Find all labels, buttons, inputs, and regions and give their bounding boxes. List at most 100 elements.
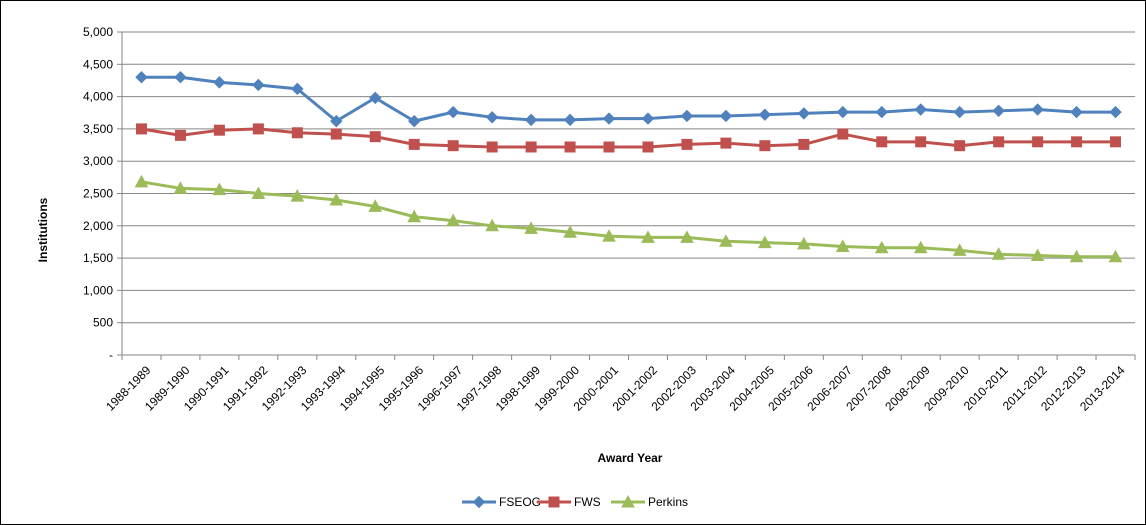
legend-label-perkins: Perkins [648,495,688,509]
perkins-point [329,192,344,206]
fseog-point [641,112,655,125]
perkins-point [134,174,149,188]
fws-point [447,140,459,152]
gridlines [122,31,1135,324]
fws-point [681,138,693,150]
fws-point [252,123,264,135]
legend-label-fseog: FSEOG [499,495,541,509]
perkins-point [758,235,772,249]
fseog-point [680,109,694,123]
perkins-point [913,240,928,254]
y-tick-label: 5,000 [83,25,113,39]
fws-point [1110,136,1122,148]
y-tick-label: - [109,348,113,362]
fws-point [408,138,420,150]
fseog-point [953,105,966,119]
fws-point [603,141,615,153]
fws-point [876,136,888,148]
perkins-point [602,229,616,242]
perkins-point [563,225,577,238]
perkins-point [524,221,538,234]
series-lines [134,71,1123,263]
fseog-point [174,71,187,84]
y-tick-label: 2,500 [83,187,113,201]
x-axis-title: Award Year [598,451,663,465]
fseog-point [1109,105,1122,119]
fseog-point [563,113,577,127]
fseog-line [141,75,1116,123]
fws-point [369,131,381,143]
y-tick-label: 4,000 [83,90,113,104]
fseog-point [213,76,226,89]
fseog-point [252,78,265,92]
perkins-point [796,236,811,250]
y-tick-label: 3,500 [83,122,113,136]
y-axis-title: Institutions [36,197,50,262]
perkins-point [368,199,383,212]
fseog-point [485,111,499,124]
perkins-point [407,209,422,223]
fws-point [213,124,225,136]
legend-marker-fws [548,496,560,508]
y-tick-label: 1,500 [83,251,113,265]
fws-point [720,137,732,149]
perkins-point [1069,249,1084,263]
perkins-point [991,247,1006,260]
y-tick-label: 3,000 [83,154,113,168]
perkins-point [1030,248,1045,262]
perkins-point [290,189,305,202]
perkins-point [212,182,227,196]
fseog-point [291,82,304,96]
fws-point [1032,136,1044,148]
y-tick-label: 1,000 [83,283,113,297]
legend-label-fws: FWS [574,495,601,509]
y-tick-labels: - 500 1,000 1,500 2,000 2,500 3,000 3,500 4,000 4… [83,25,113,362]
fws-point [174,129,186,141]
fseog-point [330,114,343,128]
y-tick-label: 500 [93,316,113,330]
fseog-point [719,109,733,123]
legend-marker-fseog [472,495,486,509]
fseog-point [446,105,460,119]
axes [117,31,1136,360]
fws-line [141,127,1116,149]
fws-point [486,141,498,153]
legend: FSEOG FWS Perkins [462,494,688,509]
fws-point [798,138,810,150]
perkins-point [874,240,889,254]
perkins-point [251,186,266,199]
series-fseog [135,71,1122,128]
fws-point [291,127,303,139]
fseog-point [602,112,616,125]
perkins-line [141,180,1116,259]
y-tick-label: 2,000 [83,219,113,233]
fseog-point [914,103,927,116]
series-perkins [134,174,1123,263]
fseog-point [369,91,382,105]
legend-marker-perkins [621,494,635,508]
fws-point [759,140,771,152]
fseog-point [797,107,811,120]
perkins-point [680,230,694,243]
perkins-point [719,234,733,247]
fws-point [1071,136,1083,148]
fws-point [954,140,966,152]
fseog-point [758,108,772,121]
perkins-point [485,218,499,232]
fseog-point [524,113,538,127]
fws-point [837,128,849,140]
series-fws [135,123,1122,153]
fseog-point [875,105,888,119]
perkins-point [173,181,188,194]
perkins-point [1108,249,1123,263]
fseog-point [135,71,148,84]
fws-point [525,141,537,153]
y-tick-label: 4,500 [83,57,113,71]
perkins-point [641,230,655,243]
fws-point [915,136,927,148]
fseog-point [1031,103,1044,116]
perkins-point [446,213,461,227]
fws-point [564,141,576,153]
